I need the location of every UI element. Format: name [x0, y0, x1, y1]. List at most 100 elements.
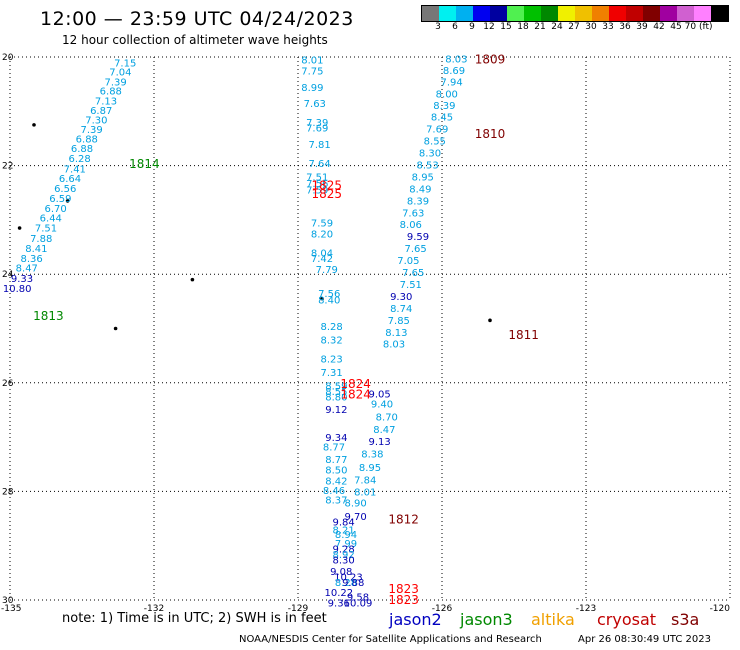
wave-height-value: 7.88 [30, 234, 52, 245]
wave-height-value: 7.63 [304, 99, 326, 110]
wave-height-value: 8.01 [301, 56, 323, 67]
wave-height-value: 8.04 [311, 248, 333, 259]
wave-height-value: 6.70 [44, 204, 66, 215]
wave-height-value: 9.13 [368, 437, 390, 448]
wave-height-value: 8.77 [325, 455, 347, 466]
color-swatch [643, 6, 660, 21]
wave-height-value: 9.34 [325, 433, 347, 444]
wave-height-value: 8.45 [431, 113, 453, 124]
color-swatch [694, 6, 711, 21]
wave-height-value: 8.38 [361, 449, 383, 460]
pass-id-label: 1810 [475, 127, 506, 141]
island-marker [190, 277, 195, 282]
pass-id-label: 1812 [388, 513, 419, 527]
color-swatch [711, 6, 728, 21]
wave-height-value: 9.88 [342, 578, 364, 589]
wave-height-value: 8.32 [320, 335, 342, 346]
color-scale-label: 45 [670, 22, 682, 32]
island-marker [32, 123, 36, 127]
wave-height-value: 7.94 [440, 77, 462, 88]
wave-height-value: 9.28 [332, 544, 354, 555]
pass-id-label: 1811 [508, 328, 539, 342]
wave-height-value: 8.95 [412, 172, 434, 183]
wave-height-value: 8.39 [433, 101, 455, 112]
wave-height-value: 7.41 [64, 164, 86, 175]
wave-height-value: 8.46 [323, 486, 345, 497]
wave-height-value: 9.08 [330, 567, 352, 578]
wave-height-value: 7.39 [80, 125, 102, 136]
color-swatch [592, 6, 609, 21]
y-tick-label: 24 [2, 270, 14, 280]
pass-id-label: 1825 [312, 187, 343, 201]
wave-height-value: 7.79 [316, 265, 338, 276]
wave-height-value: 7.31 [320, 368, 342, 379]
satellite-tracks: 7.157.047.396.887.136.877.307.396.886.88… [3, 55, 468, 610]
legend-item-jason2: jason2 [389, 610, 442, 629]
wave-height-value: 8.47 [373, 425, 395, 436]
y-tick-label: 26 [2, 379, 14, 389]
wave-height-value: 8.95 [359, 463, 381, 474]
color-scale-label: 39 [636, 22, 648, 32]
wave-height-value: 8.49 [409, 184, 431, 195]
color-scale-label: 33 [602, 22, 614, 32]
wave-height-value: 7.69 [426, 125, 448, 136]
color-swatch [660, 6, 677, 21]
color-scale-label: 6 [452, 22, 458, 32]
wave-height-value: 8.94 [335, 530, 357, 541]
x-tick-label: -126 [432, 604, 453, 614]
wave-height-value: 7.56 [306, 179, 328, 190]
map-subtitle: 12 hour collection of altimeter wave hei… [62, 33, 328, 47]
wave-height-value: 7.99 [335, 539, 357, 550]
pass-id-label: 1825 [312, 179, 343, 193]
footer-credit: NOAA/NESDIS Center for Satellite Applica… [239, 634, 542, 645]
wave-height-value: 8.23 [320, 354, 342, 365]
wave-height-value: 7.63 [402, 208, 424, 219]
wave-height-value: 6.59 [49, 194, 71, 205]
color-scale-label: 3 [435, 22, 441, 32]
wave-height-value: 6.87 [90, 106, 112, 117]
legend-item-s3a: s3a [671, 610, 700, 629]
color-scale-label: 27 [568, 22, 580, 32]
island-marker [113, 326, 118, 331]
color-scale-label: 9 [469, 22, 475, 32]
wave-height-value: 7.30 [85, 115, 107, 126]
color-swatch [677, 6, 694, 21]
wave-height-value: 9.12 [325, 405, 347, 416]
island-marker [320, 296, 324, 301]
wave-height-value: 8.70 [376, 412, 398, 423]
wave-height-value: 8.06 [400, 220, 422, 231]
island-marker [488, 318, 492, 323]
wave-height-value: 8.03 [383, 340, 405, 351]
wave-height-value: 10.09 [344, 599, 373, 610]
wave-height-value: 8.00 [436, 89, 458, 100]
wave-height-value: 8.36 [20, 254, 42, 265]
wave-height-value: 9.40 [371, 399, 393, 410]
track-west: 7.157.047.396.887.136.877.307.396.886.88… [3, 58, 136, 294]
color-swatch [575, 6, 592, 21]
wave-height-value: 8.01 [354, 487, 376, 498]
wave-height-value: 9.84 [332, 517, 354, 528]
wave-height-value: 9.05 [368, 390, 390, 401]
color-scale-label: 18 [517, 22, 529, 32]
wave-height-value: 7.56 [318, 289, 340, 300]
island-markers [17, 123, 492, 331]
wave-height-value: 7.51 [400, 280, 422, 291]
y-tick-label: 30 [2, 596, 14, 606]
wave-height-value: 8.55 [325, 387, 347, 398]
wave-height-value: 10.22 [324, 588, 353, 599]
color-swatch [541, 6, 558, 21]
wave-height-value: 8.40 [318, 296, 340, 307]
island-marker [65, 199, 70, 203]
pass-id-label: 1809 [475, 53, 506, 67]
map-title: 12:00 — 23:59 UTC 04/24/2023 [40, 8, 354, 30]
wave-height-value: 7.39 [104, 77, 126, 88]
x-tick-label: -129 [288, 604, 309, 614]
wave-height-value: 8.77 [323, 442, 345, 453]
axis-tick-labels: -135 -132 -129 -126 -123 -120 20 22 24 26 28 30 [1, 53, 730, 614]
wave-height-value: 7.51 [35, 224, 57, 235]
wave-height-value: 8.28 [335, 578, 357, 589]
wave-height-value: 9.33 [11, 274, 33, 285]
wave-height-value: 8.20 [311, 229, 333, 240]
